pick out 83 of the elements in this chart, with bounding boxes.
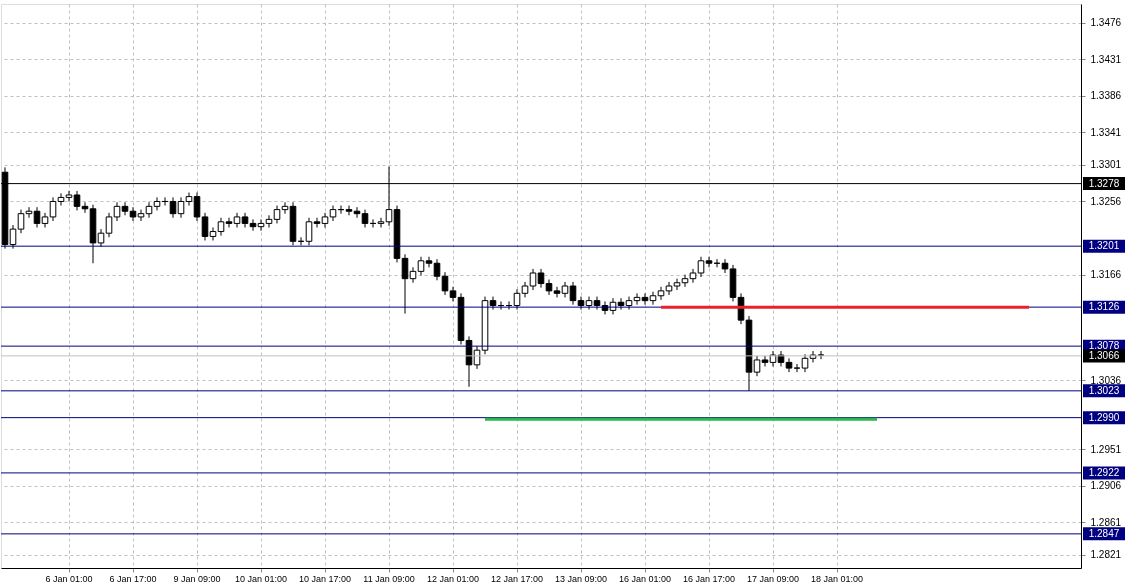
x-tick-label: 12 Jan 01:00 <box>426 573 480 584</box>
y-tick-label: 1.3256 <box>1090 195 1122 207</box>
y-tick-label: 1.3431 <box>1090 53 1122 65</box>
y-tick-label: 1.3301 <box>1090 159 1122 171</box>
x-tick-label: 6 Jan 17:00 <box>109 573 157 584</box>
candlestick <box>657 286 665 301</box>
candlestick <box>313 217 321 228</box>
candlestick <box>545 279 553 296</box>
ref-line-label: 1.3023 <box>1088 384 1120 396</box>
y-tick-label: 1.2951 <box>1090 443 1122 455</box>
candlestick <box>425 256 433 268</box>
ref-line-label: 1.3078 <box>1088 340 1120 352</box>
candlestick <box>761 355 769 367</box>
candlestick <box>401 253 409 315</box>
candlestick <box>33 206 41 228</box>
x-tick-label: 16 Jan 17:00 <box>682 573 736 584</box>
ref-line-label: 1.2990 <box>1088 411 1120 423</box>
candlestick <box>569 281 577 306</box>
ref-line-label: 1.2847 <box>1088 527 1120 539</box>
y-tick-label: 1.2821 <box>1090 549 1122 561</box>
y-tick-label: 1.3386 <box>1090 90 1122 102</box>
y-tick-label: 1.3166 <box>1090 269 1122 281</box>
x-tick-label: 6 Jan 01:00 <box>45 573 93 584</box>
candlestick <box>177 196 185 219</box>
x-tick-label: 11 Jan 09:00 <box>363 573 415 584</box>
x-tick-label: 10 Jan 01:00 <box>234 573 288 584</box>
candlestick <box>65 190 73 202</box>
ref-line-label: 1.3066 <box>1088 349 1120 361</box>
y-tick-label: 1.3476 <box>1090 17 1122 29</box>
candlestick <box>137 209 145 222</box>
candlestick <box>305 217 313 246</box>
y-tick-label: 1.2906 <box>1090 480 1122 492</box>
candlestick <box>201 212 209 241</box>
x-tick-label: 9 Jan 09:00 <box>173 573 221 584</box>
x-tick-label: 18 Jan 01:00 <box>810 573 864 584</box>
candlestick <box>121 201 129 216</box>
candlestick <box>345 205 353 216</box>
candlestick <box>17 209 25 234</box>
candlestick <box>377 217 385 228</box>
candlestick <box>169 196 177 219</box>
candlestick <box>113 201 121 222</box>
x-tick-label: 13 Jan 09:00 <box>554 573 608 584</box>
candlestick <box>513 288 521 311</box>
x-tick-label: 16 Jan 01:00 <box>618 573 672 584</box>
candlestick <box>705 256 713 268</box>
candlestick <box>673 278 681 291</box>
candlestick <box>697 256 705 278</box>
candlestick <box>689 268 697 284</box>
x-tick-label: 12 Jan 17:00 <box>490 573 544 584</box>
candlestick <box>753 355 761 377</box>
ref-line-label: 1.2922 <box>1088 466 1120 478</box>
candlestick <box>185 192 193 207</box>
candlestick <box>209 226 217 241</box>
candlestick <box>785 357 793 373</box>
candlestick <box>73 190 81 211</box>
y-tick-label: 1.3036 <box>1090 374 1122 386</box>
ref-line-label: 1.3201 <box>1088 240 1120 252</box>
candlestick <box>417 256 425 276</box>
candlestick <box>49 196 57 222</box>
x-tick-label: 10 Jan 17:00 <box>298 573 352 584</box>
candlestick <box>57 192 65 207</box>
candlestick <box>537 268 545 289</box>
candlestick <box>553 286 561 298</box>
candlestick <box>529 268 537 291</box>
candlestick <box>441 271 449 296</box>
candlestick <box>721 258 729 274</box>
candlestick <box>225 217 233 228</box>
candlestick <box>153 196 161 211</box>
y-tick-label: 1.2861 <box>1090 516 1122 528</box>
candlestick <box>681 274 689 288</box>
candlestick <box>793 363 801 373</box>
y-tick-label: 1.3341 <box>1090 126 1122 138</box>
candlestick <box>129 206 137 222</box>
candlestick <box>433 258 441 281</box>
ref-line-label: 1.3126 <box>1088 301 1120 313</box>
candlestick <box>665 281 673 296</box>
candlestick <box>9 224 17 250</box>
candlestick <box>105 212 113 238</box>
candlestick <box>649 291 657 306</box>
ref-line-label: 1.3278 <box>1088 177 1120 189</box>
candlestick <box>265 214 273 228</box>
candlestick <box>193 192 201 222</box>
x-tick-label: 17 Jan 09:00 <box>746 573 800 584</box>
